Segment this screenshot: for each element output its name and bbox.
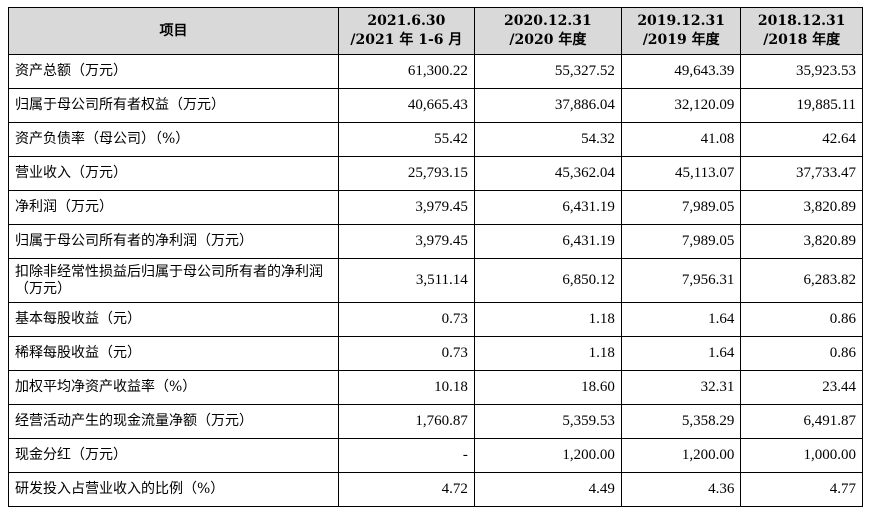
cell-value: 4.36: [620, 472, 742, 507]
cell-value: 6,431.19: [473, 224, 622, 259]
row-label: 经营活动产生的现金流量净额（万元）: [8, 404, 339, 439]
row-label: 现金分红（万元）: [8, 438, 339, 473]
header-2018: 2018.12.31 /2018 年度: [740, 7, 863, 55]
table-row: 扣除非经常性损益后归属于母公司所有者的净利润（万元） 3,511.14 6,85…: [8, 258, 863, 303]
cell-value: 37,886.04: [473, 88, 622, 123]
cell-value: 6,491.87: [740, 404, 863, 439]
header-2021h1-period: /2021 年 1-6 月: [350, 32, 463, 48]
table-body: 资产总额（万元） 61,300.22 55,327.52 49,643.39 3…: [8, 54, 863, 507]
table-row: 归属于母公司所有者权益（万元） 40,665.43 37,886.04 32,1…: [8, 88, 863, 123]
cell-value: 5,358.29: [620, 404, 742, 439]
header-item: 项目: [8, 7, 339, 55]
row-label: 研发投入占营业收入的比例（%）: [8, 472, 339, 507]
row-label: 资产负债率（母公司）（%）: [8, 122, 339, 157]
table-row: 资产总额（万元） 61,300.22 55,327.52 49,643.39 3…: [8, 54, 863, 89]
header-2018-period: /2018 年度: [763, 32, 841, 48]
table-row: 营业收入（万元） 25,793.15 45,362.04 45,113.07 3…: [8, 156, 863, 191]
cell-value: 55,327.52: [473, 54, 622, 89]
table-row: 经营活动产生的现金流量净额（万元） 1,760.87 5,359.53 5,35…: [8, 404, 863, 439]
cell-value: 25,793.15: [337, 156, 475, 191]
table-header: 项目 2021.6.30 /2021 年 1-6 月 2020.12.31 /2…: [8, 7, 863, 55]
table-row: 资产负债率（母公司）（%） 55.42 54.32 41.08 42.64: [8, 122, 863, 157]
cell-value: 35,923.53: [740, 54, 863, 89]
row-label: 归属于母公司所有者的净利润（万元）: [8, 224, 339, 259]
cell-value: 0.86: [740, 302, 863, 337]
cell-value: 3,820.89: [740, 190, 863, 225]
table-row: 研发投入占营业收入的比例（%） 4.72 4.49 4.36 4.77: [8, 472, 863, 507]
cell-value: 0.73: [337, 336, 475, 371]
header-2018-date: 2018.12.31: [757, 13, 846, 29]
cell-value: 61,300.22: [337, 54, 475, 89]
table-row: 基本每股收益（元） 0.73 1.18 1.64 0.86: [8, 302, 863, 337]
cell-value: 6,850.12: [473, 258, 622, 303]
cell-value: 1.18: [473, 302, 622, 337]
cell-value: 32.31: [620, 370, 742, 405]
cell-value: 6,431.19: [473, 190, 622, 225]
table-row: 现金分红（万元） - 1,200.00 1,200.00 1,000.00: [8, 438, 863, 473]
row-label: 资产总额（万元）: [8, 54, 339, 89]
cell-value: 3,979.45: [337, 190, 475, 225]
cell-value: 3,820.89: [740, 224, 863, 259]
header-2020-date: 2020.12.31: [504, 13, 592, 29]
cell-value: 1.64: [620, 302, 742, 337]
cell-value: 1,200.00: [473, 438, 622, 473]
cell-value: 37,733.47: [740, 156, 863, 191]
cell-value: 0.86: [740, 336, 863, 371]
cell-value: 0.73: [337, 302, 475, 337]
cell-value: 45,362.04: [473, 156, 622, 191]
cell-value: 5,359.53: [473, 404, 622, 439]
table-row: 稀释每股收益（元） 0.73 1.18 1.64 0.86: [8, 336, 863, 371]
table-row: 加权平均净资产收益率（%） 10.18 18.60 32.31 23.44: [8, 370, 863, 405]
cell-value: 1.64: [620, 336, 742, 371]
cell-value: 7,989.05: [620, 190, 742, 225]
row-label: 归属于母公司所有者权益（万元）: [8, 88, 339, 123]
row-label: 扣除非经常性损益后归属于母公司所有者的净利润（万元）: [8, 258, 339, 303]
header-2021h1: 2021.6.30 /2021 年 1-6 月: [337, 7, 475, 55]
cell-value: 55.42: [337, 122, 475, 157]
cell-value: 54.32: [473, 122, 622, 157]
header-2021h1-date: 2021.6.30: [367, 13, 446, 29]
financial-indicators-table: 项目 2021.6.30 /2021 年 1-6 月 2020.12.31 /2…: [8, 7, 863, 507]
cell-value: 42.64: [740, 122, 863, 157]
cell-value: 23.44: [740, 370, 863, 405]
cell-value: 1,760.87: [337, 404, 475, 439]
cell-value: 4.72: [337, 472, 475, 507]
cell-value: 40,665.43: [337, 88, 475, 123]
header-2019-date: 2019.12.31: [637, 13, 725, 29]
header-row: 项目 2021.6.30 /2021 年 1-6 月 2020.12.31 /2…: [8, 7, 863, 55]
cell-value: 1,000.00: [740, 438, 863, 473]
row-label: 净利润（万元）: [8, 190, 339, 225]
header-2019-period: /2019 年度: [642, 32, 720, 48]
cell-value: 18.60: [473, 370, 622, 405]
row-label: 营业收入（万元）: [8, 156, 339, 191]
cell-value: 7,989.05: [620, 224, 742, 259]
cell-value: 19,885.11: [740, 88, 863, 123]
cell-value: 1.18: [473, 336, 622, 371]
header-2020: 2020.12.31 /2020 年度: [473, 7, 622, 55]
header-2019: 2019.12.31 /2019 年度: [620, 7, 742, 55]
cell-value: 45,113.07: [620, 156, 742, 191]
row-label: 基本每股收益（元）: [8, 302, 339, 337]
cell-value: 32,120.09: [620, 88, 742, 123]
cell-value: 6,283.82: [740, 258, 863, 303]
header-2020-period: /2020 年度: [509, 32, 587, 48]
cell-value: 49,643.39: [620, 54, 742, 89]
cell-value: 3,979.45: [337, 224, 475, 259]
row-label: 稀释每股收益（元）: [8, 336, 339, 371]
cell-value: 3,511.14: [337, 258, 475, 303]
cell-value: 7,956.31: [620, 258, 742, 303]
row-label: 加权平均净资产收益率（%）: [8, 370, 339, 405]
cell-value: 41.08: [620, 122, 742, 157]
cell-value: 10.18: [337, 370, 475, 405]
table-row: 净利润（万元） 3,979.45 6,431.19 7,989.05 3,820…: [8, 190, 863, 225]
cell-value: 1,200.00: [620, 438, 742, 473]
cell-value: -: [337, 438, 475, 473]
table-row: 归属于母公司所有者的净利润（万元） 3,979.45 6,431.19 7,98…: [8, 224, 863, 259]
cell-value: 4.49: [473, 472, 622, 507]
cell-value: 4.77: [740, 472, 863, 507]
